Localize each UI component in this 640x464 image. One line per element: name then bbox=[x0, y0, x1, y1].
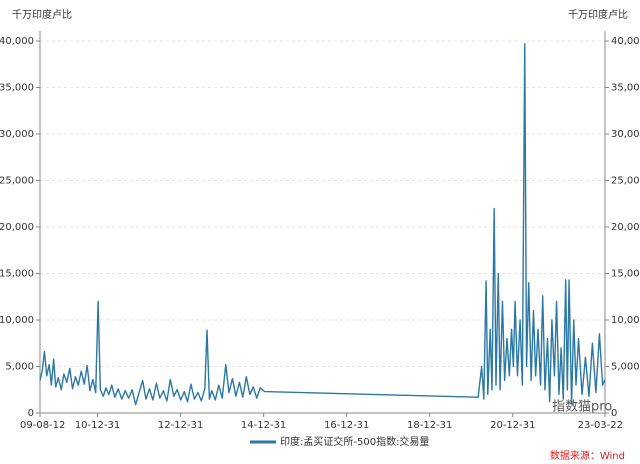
y-tick-label: 20,000 bbox=[0, 222, 34, 233]
y2-tick-label: 35,000 bbox=[611, 83, 640, 94]
y2-tick-label: 20,000 bbox=[611, 222, 640, 233]
y2-tick-label: 25,000 bbox=[611, 176, 640, 187]
y-tick-label: 40,000 bbox=[0, 36, 34, 47]
y2-tick-label: 0 bbox=[611, 408, 617, 419]
x-tick-label: 23-03-22 bbox=[578, 420, 623, 431]
watermark: 指数猫pro bbox=[552, 400, 612, 415]
x-tick-label: 09-08-12 bbox=[20, 420, 65, 431]
x-tick-label: 16-12-31 bbox=[324, 420, 369, 431]
y-tick-label: 0 bbox=[28, 408, 34, 419]
x-tick-label: 14-12-31 bbox=[241, 420, 286, 431]
y-tick-label: 35,000 bbox=[0, 83, 34, 94]
x-tick-label: 18-12-31 bbox=[407, 420, 452, 431]
y-tick-label: 10,000 bbox=[0, 315, 34, 326]
y2-tick-label: 5,000 bbox=[611, 362, 640, 373]
y-tick-label: 30,000 bbox=[0, 129, 34, 140]
y-tick-label: 5,000 bbox=[5, 362, 34, 373]
y2-tick-label: 40,000 bbox=[611, 36, 640, 47]
y2-tick-label: 30,000 bbox=[611, 129, 640, 140]
x-tick-label: 10-12-31 bbox=[75, 420, 120, 431]
series-line bbox=[39, 43, 606, 406]
source: 数据来源：Wind bbox=[550, 449, 625, 462]
y2-axis-label: 千万印度卢比 bbox=[568, 8, 628, 21]
x-tick-label: 12-12-31 bbox=[158, 420, 203, 431]
y-tick-label: 25,000 bbox=[0, 176, 34, 187]
y2-tick-label: 10,000 bbox=[611, 315, 640, 326]
y2-tick-label: 15,000 bbox=[611, 269, 640, 280]
y-axis-label: 千万印度卢比 bbox=[12, 8, 72, 21]
y-tick-label: 15,000 bbox=[0, 269, 34, 280]
x-tick-label: 20-12-31 bbox=[490, 420, 535, 431]
legend-label: 印度:孟买证交所-500指数:交易量 bbox=[280, 435, 429, 448]
